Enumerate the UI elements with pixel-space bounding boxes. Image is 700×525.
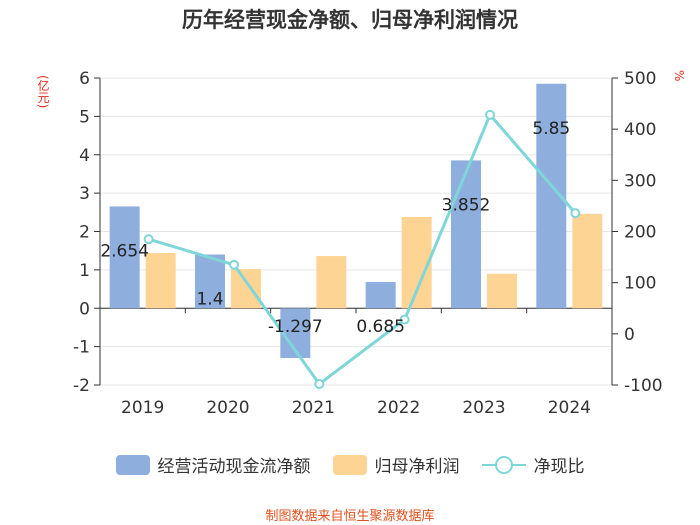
data-label-cashflow: 5.85 — [532, 119, 570, 139]
right-tick-label: 0 — [624, 325, 635, 345]
legend-label-profit: 归母净利润 — [374, 457, 460, 477]
line-ratio — [148, 112, 577, 387]
left-tick-label: -1 — [73, 338, 90, 358]
left-tick-label: 5 — [79, 107, 90, 127]
left-tick-label: 3 — [79, 184, 90, 204]
data-label-cashflow: -1.297 — [268, 317, 323, 337]
line-ratio-point — [314, 378, 325, 389]
data-label-cashflow: 3.852 — [442, 195, 491, 215]
x-tick-label: 2023 — [462, 398, 505, 418]
bar-profit — [572, 213, 603, 309]
x-tick-label: 2020 — [206, 398, 249, 418]
data-label-cashflow: 1.4 — [196, 290, 223, 310]
left-tick-label: -2 — [73, 376, 90, 396]
x-tick-label: 2022 — [377, 398, 420, 418]
bar-profit — [316, 256, 347, 309]
legend-label-ratio: 净现比 — [533, 457, 585, 477]
left-tick-label: 6 — [79, 69, 90, 89]
bar-cashflow — [365, 281, 396, 309]
legend: 经营活动现金流净额 归母净利润 净现比 — [0, 452, 700, 477]
right-tick-label: 500 — [624, 69, 656, 89]
right-tick-label: 100 — [624, 274, 656, 294]
right-tick-label: 400 — [624, 120, 656, 140]
line-ratio-point — [399, 314, 410, 325]
chart-title: 历年经营现金净额、归母净利润情况 — [182, 8, 518, 32]
line-ratio-point — [229, 259, 239, 270]
legend-swatch-profit — [332, 454, 367, 475]
x-tick-label: 2021 — [292, 398, 335, 418]
bar-profit — [145, 252, 176, 309]
bar-profit — [231, 269, 261, 309]
left-tick-label: 2 — [79, 223, 90, 243]
line-ratio-point — [570, 208, 581, 219]
data-label-cashflow: 2.654 — [100, 241, 149, 261]
right-axis-unit: % — [672, 70, 686, 82]
left-tick-label: 4 — [79, 146, 90, 166]
x-tick-label: 2019 — [121, 398, 164, 418]
footer-source: 制图数据来自恒生聚源数据库 — [265, 509, 435, 524]
left-tick-label: 1 — [79, 261, 90, 281]
bar-cashflow — [195, 254, 225, 309]
legend-item-profit[interactable]: 归母净利润 — [332, 452, 460, 477]
line-ratio-point — [485, 109, 495, 120]
left-axis-unit: (亿元) — [36, 75, 50, 109]
right-tick-label: 200 — [624, 223, 656, 243]
legend-label-cashflow: 经营活动现金流净额 — [157, 457, 311, 477]
right-tick-label: 300 — [624, 171, 656, 191]
right-tick-label: -100 — [624, 376, 663, 396]
bar-cashflow — [451, 160, 481, 309]
legend-swatch-cashflow — [115, 454, 150, 475]
line-ratio-point — [143, 234, 154, 245]
legend-line-ratio-icon — [481, 455, 526, 474]
legend-item-ratio[interactable]: 净现比 — [481, 452, 585, 477]
left-tick-label: 0 — [79, 299, 90, 319]
legend-item-cashflow[interactable]: 经营活动现金流净额 — [115, 452, 311, 477]
x-tick-label: 2024 — [548, 398, 591, 418]
bar-profit — [487, 273, 517, 309]
data-label-cashflow: 0.685 — [356, 317, 405, 337]
bar-cashflow — [109, 206, 140, 309]
